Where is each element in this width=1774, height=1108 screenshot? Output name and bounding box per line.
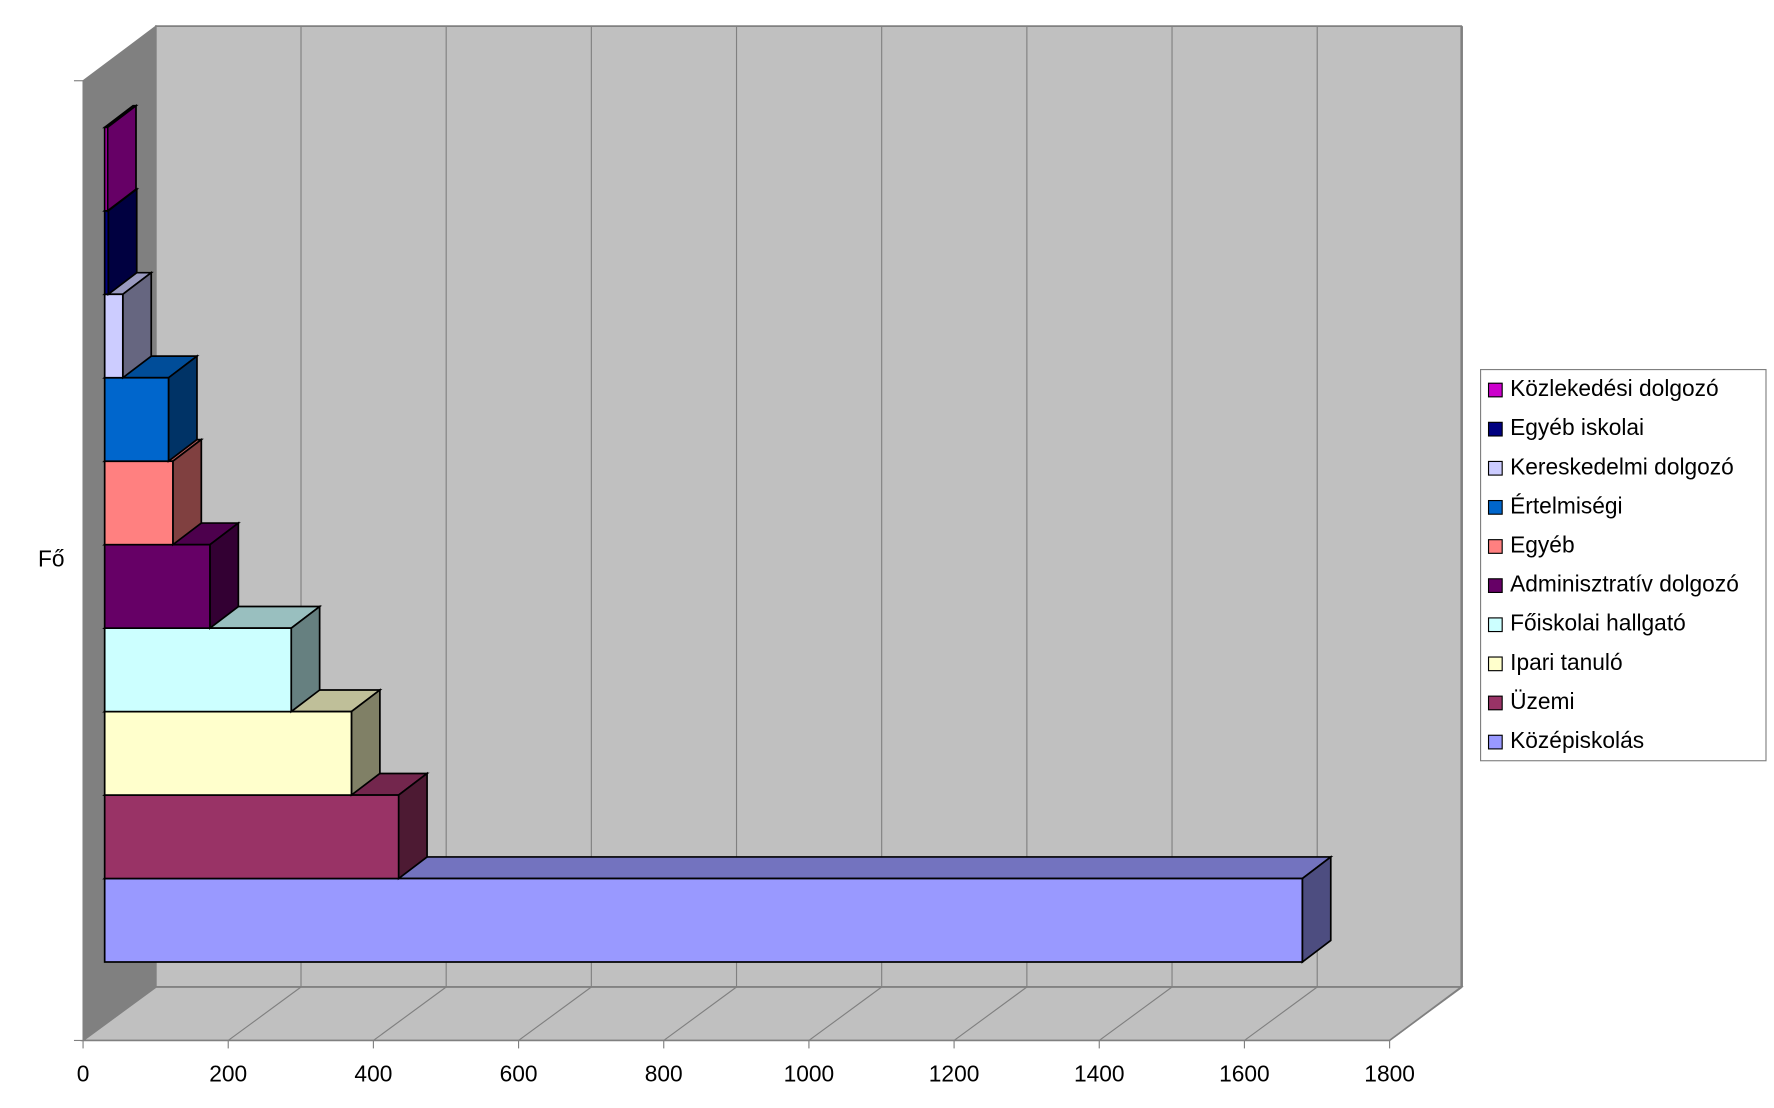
floor-grid-line <box>953 986 1028 1041</box>
floor-grid-line <box>227 986 302 1041</box>
bar <box>103 710 353 796</box>
floor-grid-line <box>518 986 592 1041</box>
floor-grid-line <box>82 986 157 1041</box>
x-tick-label: 1400 <box>1074 1061 1125 1087</box>
legend-label: Értelmiségi <box>1510 492 1622 518</box>
legend-label: Kereskedelmi dolgozó <box>1510 453 1734 479</box>
floor-grid-line <box>1098 986 1173 1041</box>
x-tick-label: 0 <box>77 1061 90 1087</box>
bar <box>103 293 124 379</box>
legend-swatch <box>1487 617 1503 633</box>
bar <box>103 126 109 212</box>
legend-label: Főiskolai hallgató <box>1510 610 1686 636</box>
legend-swatch <box>1487 656 1503 672</box>
legend-label: Középiskolás <box>1510 727 1644 753</box>
legend-label: Ipari tanuló <box>1510 649 1622 675</box>
legend-label: Közlekedési dolgozó <box>1510 375 1719 401</box>
bar <box>103 460 174 546</box>
legend-label: Üzemi <box>1510 688 1574 714</box>
floor-grid-line <box>808 986 883 1041</box>
floor-grid-line <box>373 986 447 1041</box>
legend <box>1480 368 1767 762</box>
legend-swatch <box>1487 695 1503 711</box>
bar <box>103 794 400 880</box>
x-tick-label: 1000 <box>784 1061 835 1087</box>
x-tick-label: 800 <box>645 1061 683 1087</box>
legend-swatch <box>1487 734 1503 750</box>
legend-label: Adminisztratív dolgozó <box>1510 571 1739 597</box>
x-tick-label: 1200 <box>929 1061 980 1087</box>
legend-swatch <box>1487 382 1503 398</box>
category-label: Fő <box>38 546 65 572</box>
legend-swatch <box>1487 578 1503 594</box>
legend-swatch <box>1487 421 1503 437</box>
x-tick-label: 200 <box>209 1061 247 1087</box>
x-tick-label: 400 <box>354 1061 392 1087</box>
legend-swatch <box>1487 539 1503 554</box>
legend-label: Egyéb iskolai <box>1510 414 1644 440</box>
floor-grid-line <box>663 986 737 1041</box>
bar <box>103 877 1304 963</box>
x-tick-label: 1800 <box>1364 1061 1415 1087</box>
bar <box>103 209 110 296</box>
bar <box>103 376 170 463</box>
bar <box>103 627 293 713</box>
bar <box>103 543 211 629</box>
x-tick-label: 1600 <box>1219 1061 1270 1087</box>
legend-swatch <box>1487 499 1503 515</box>
floor-grid-line <box>1244 986 1318 1041</box>
x-tick-label: 600 <box>500 1061 538 1087</box>
legend-label: Egyéb <box>1510 531 1574 557</box>
floor-grid-line <box>1389 986 1463 1041</box>
legend-swatch <box>1487 460 1503 476</box>
